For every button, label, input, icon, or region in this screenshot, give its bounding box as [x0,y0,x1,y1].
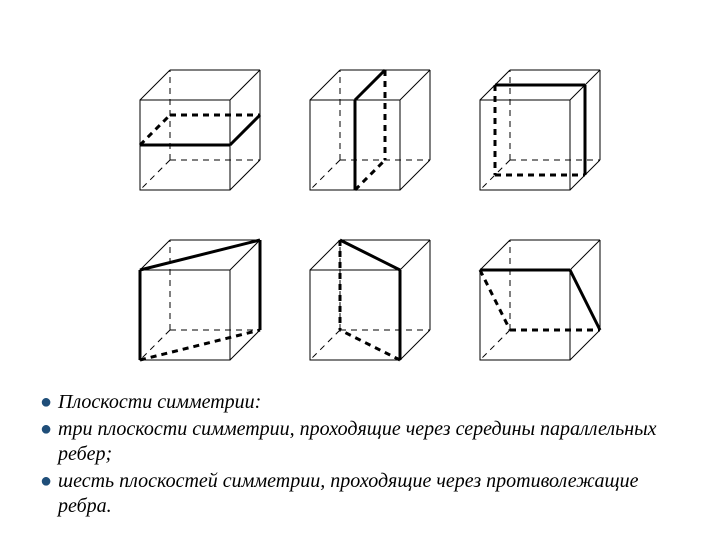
cube-diagram-5 [290,210,450,370]
bullet-item: ● шесть плоскостей симметрии, проходящие… [40,469,680,519]
bullet-item: ● три плоскости симметрии, проходящие че… [40,417,680,467]
cube-diagram-6 [460,210,620,370]
bullet-icon: ● [40,469,58,494]
bullet-icon: ● [40,390,58,415]
bullet-icon: ● [40,417,58,442]
bullet-text: Плоскости симметрии: [58,390,261,415]
cube-diagram-3 [460,40,620,200]
cube-diagram-1 [120,40,280,200]
bullet-item: ● Плоскости симметрии: [40,390,680,415]
bullet-text: три плоскости симметрии, проходящие чере… [58,417,680,467]
bullet-list: ● Плоскости симметрии: ● три плоскости с… [40,390,680,521]
cube-diagram-2 [290,40,450,200]
slide: ● Плоскости симметрии: ● три плоскости с… [0,0,720,540]
cube-diagram-grid [120,40,620,370]
bullet-text: шесть плоскостей симметрии, проходящие ч… [58,469,680,519]
cube-diagram-4 [120,210,280,370]
